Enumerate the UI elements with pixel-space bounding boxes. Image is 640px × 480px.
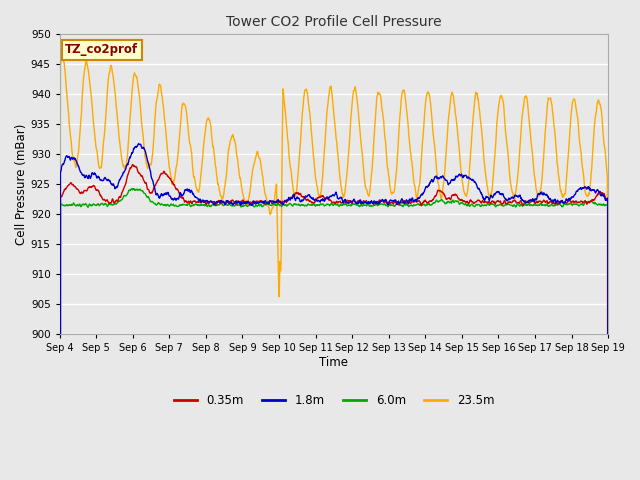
- Text: TZ_co2prof: TZ_co2prof: [65, 43, 138, 56]
- Y-axis label: Cell Pressure (mBar): Cell Pressure (mBar): [15, 123, 28, 245]
- Title: Tower CO2 Profile Cell Pressure: Tower CO2 Profile Cell Pressure: [226, 15, 442, 29]
- Legend: 0.35m, 1.8m, 6.0m, 23.5m: 0.35m, 1.8m, 6.0m, 23.5m: [169, 389, 499, 412]
- X-axis label: Time: Time: [319, 356, 348, 369]
